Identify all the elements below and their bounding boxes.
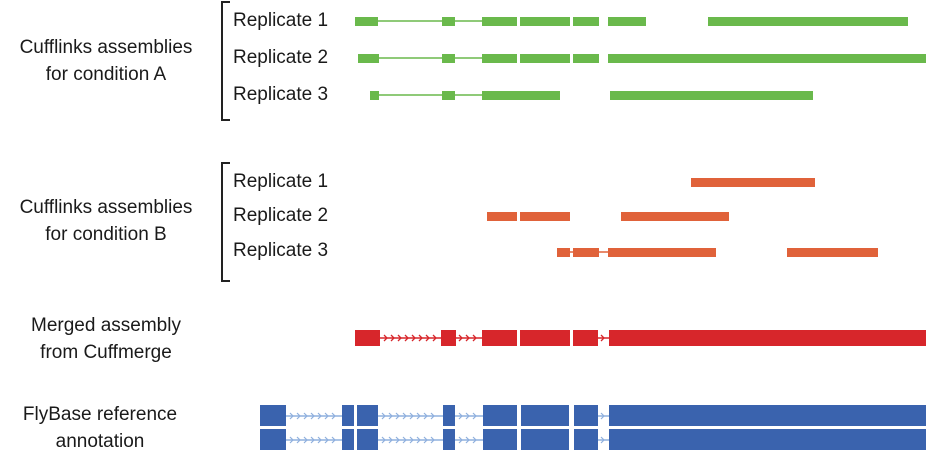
condition-a-replicate-2-track — [358, 54, 926, 63]
exon — [610, 91, 813, 100]
exon — [357, 405, 378, 426]
condition-a-replicate-1-label: Replicate 1 — [233, 10, 329, 31]
merged-label-line2: from Cuffmerge — [40, 342, 172, 363]
condition-b-replicate-1-track — [691, 178, 815, 187]
exon — [487, 212, 517, 221]
condition-b-label-line1: Cufflinks assemblies — [19, 197, 193, 218]
exon — [708, 17, 908, 26]
exon — [691, 178, 815, 187]
condition-b-label-line2: for condition B — [45, 224, 167, 245]
merged-assembly-track — [355, 330, 926, 346]
exon — [342, 405, 354, 426]
reference-label-line2: annotation — [55, 431, 145, 452]
exon — [609, 405, 926, 426]
condition-a-replicate-2-label: Replicate 2 — [233, 47, 329, 68]
exon — [442, 91, 455, 100]
exon — [608, 54, 926, 63]
condition-a-label-line1: Cufflinks assemblies — [19, 37, 193, 58]
reference-exons — [260, 405, 926, 450]
exon — [557, 248, 570, 257]
intron-direction-arrows — [383, 334, 437, 342]
intron-direction-arrows — [458, 334, 477, 342]
exon — [358, 54, 379, 63]
exon — [573, 248, 599, 257]
reference-annotation-track — [260, 405, 926, 450]
merged-label-line1: Merged assembly — [31, 315, 181, 336]
condition-a-replicate-3-track — [370, 91, 813, 100]
intron-direction-arrows — [289, 412, 605, 420]
merged-label: Merged assembly from Cuffmerge — [0, 314, 212, 365]
condition-b-replicate-1-label: Replicate 1 — [233, 171, 329, 192]
exon — [573, 54, 599, 63]
exon — [482, 91, 560, 100]
exon — [442, 54, 455, 63]
reference-isoform-2 — [286, 436, 609, 444]
condition-a-bracket — [221, 1, 230, 121]
exon — [370, 91, 379, 100]
exon — [355, 17, 378, 26]
exon — [442, 17, 455, 26]
exon — [443, 405, 455, 426]
exon — [483, 429, 517, 450]
exon — [355, 330, 380, 346]
exon — [520, 54, 570, 63]
exon — [573, 330, 598, 346]
reference-isoform-1 — [286, 412, 609, 420]
exon — [609, 429, 926, 450]
reference-label: FlyBase reference annotation — [0, 403, 200, 454]
condition-a-replicate-1-track — [355, 17, 908, 26]
exon — [520, 212, 570, 221]
exon — [357, 429, 378, 450]
exon — [621, 212, 729, 221]
condition-b-replicate-2-track — [487, 212, 729, 221]
exon — [520, 17, 570, 26]
exon — [787, 248, 878, 257]
exon — [574, 429, 598, 450]
exon — [482, 54, 517, 63]
condition-b-replicate-2-label: Replicate 2 — [233, 205, 329, 226]
exon — [441, 330, 456, 346]
condition-a-replicate-3-label: Replicate 3 — [233, 84, 329, 105]
exon — [483, 405, 517, 426]
exon — [260, 429, 286, 450]
condition-a-label: Cufflinks assemblies for condition A — [0, 36, 212, 87]
exon — [608, 248, 716, 257]
exon — [521, 405, 569, 426]
condition-a-label-line2: for condition A — [45, 64, 167, 85]
exon — [608, 17, 646, 26]
exon — [260, 405, 286, 426]
exon — [342, 429, 354, 450]
intron-direction-arrows — [289, 436, 605, 444]
exon — [520, 330, 570, 346]
exon — [482, 330, 517, 346]
exon — [521, 429, 569, 450]
exon — [573, 17, 599, 26]
condition-b-replicate-3-track — [557, 248, 878, 257]
exon — [443, 429, 455, 450]
intron-direction-arrows — [600, 334, 605, 342]
condition-b-label: Cufflinks assemblies for condition B — [0, 196, 212, 247]
exon — [609, 330, 926, 346]
condition-b-replicate-3-label: Replicate 3 — [233, 240, 329, 261]
reference-label-line1: FlyBase reference — [22, 404, 178, 425]
condition-b-bracket — [221, 162, 230, 282]
exon — [482, 17, 517, 26]
exon — [574, 405, 598, 426]
